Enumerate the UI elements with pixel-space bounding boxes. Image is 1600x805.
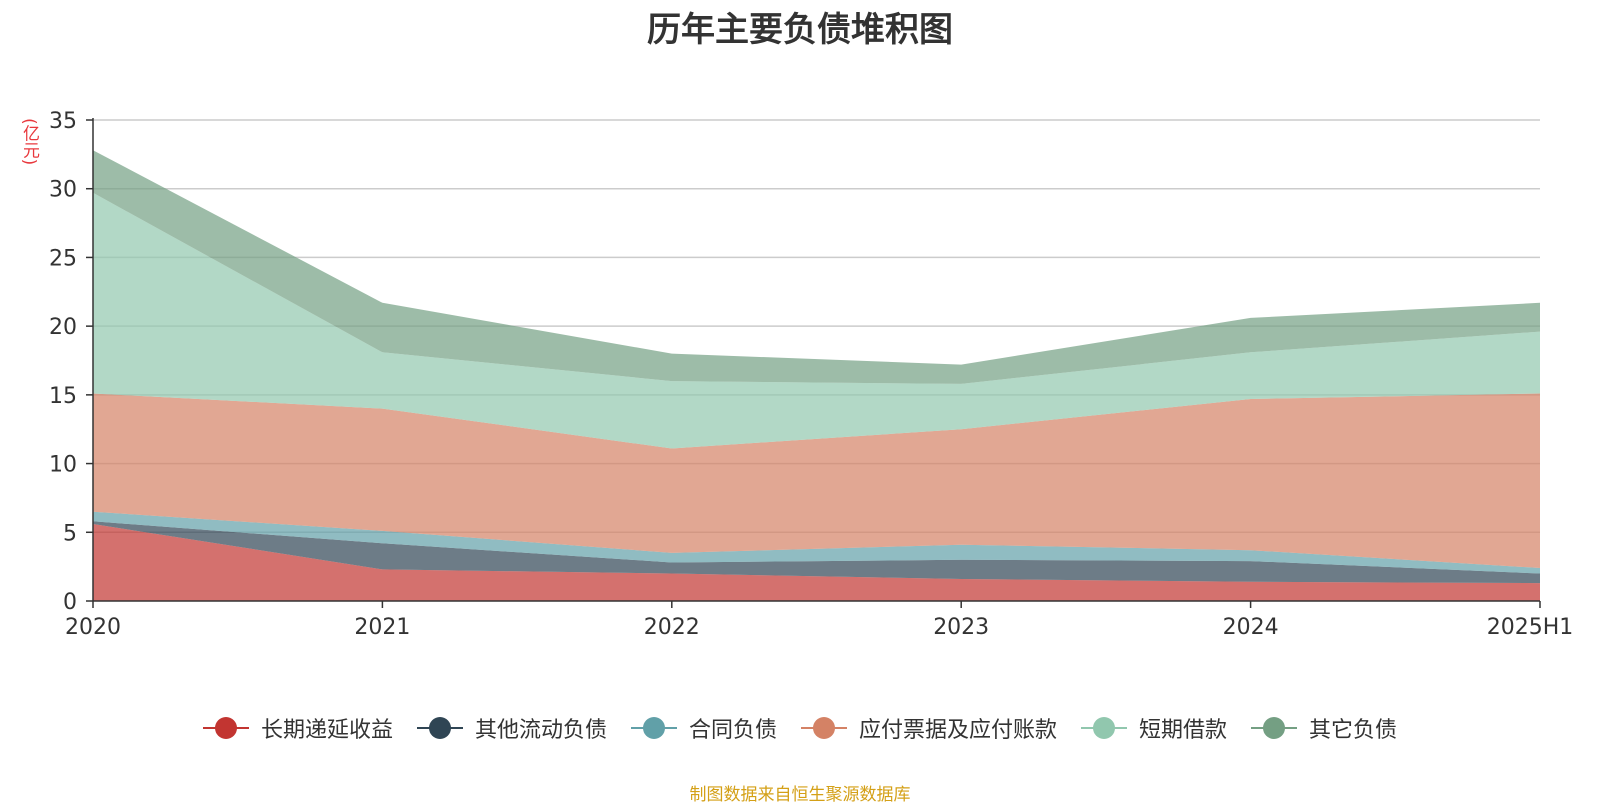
y-axis-unit-label: (亿元) xyxy=(19,118,39,166)
legend-label-1: 其他流动负债 xyxy=(474,718,607,743)
chart-title: 历年主要负债堆积图 xyxy=(647,10,953,50)
legend-marker-2 xyxy=(630,716,677,740)
legend-item-5[interactable]: 其它负债 xyxy=(1251,712,1397,744)
legend-marker-3 xyxy=(801,716,847,740)
y-tick-label-6: 30 xyxy=(49,178,77,203)
legend-label-2: 合同负债 xyxy=(688,718,777,743)
x-tick-label-3: 2023 xyxy=(933,615,989,640)
source-note: 制图数据来自恒生聚源数据库 xyxy=(689,785,911,805)
legend-item-2[interactable]: 合同负债 xyxy=(630,712,777,744)
series-area-4 xyxy=(93,192,1540,449)
series-area-0 xyxy=(93,524,1540,601)
series-area-1 xyxy=(93,521,1540,584)
legend-marker-5 xyxy=(1251,716,1298,740)
series-area-2 xyxy=(93,511,1540,574)
legend-marker-1 xyxy=(416,716,463,740)
legend-label-3: 应付票据及应付账款 xyxy=(859,718,1058,743)
axes xyxy=(86,118,1541,608)
area-series xyxy=(93,150,1540,601)
y-tick-label-7: 35 xyxy=(49,109,77,134)
y-tick-label-1: 5 xyxy=(63,521,77,546)
legend-marker-0 xyxy=(202,716,249,740)
legend-label-0: 长期递延收益 xyxy=(260,718,393,743)
y-tick-label-3: 15 xyxy=(49,384,77,409)
x-tick-label-0: 2020 xyxy=(65,615,121,640)
legend-item-4[interactable]: 短期借款 xyxy=(1081,712,1227,744)
x-tick-label-1: 2021 xyxy=(354,615,410,640)
y-tick-label-0: 0 xyxy=(63,590,77,615)
tick-labels: 0 5 10 15 20 25 30 35 2020 2021 2022 2023 2024 2025H1 xyxy=(49,109,1573,640)
y-tick-label-5: 25 xyxy=(49,246,77,271)
legend-marker-4 xyxy=(1081,716,1128,740)
x-tick-label-2: 2022 xyxy=(644,615,700,640)
stacked-area-chart: 0 5 10 15 20 25 30 35 2020 2021 2022 2023 2024 2025H1 xyxy=(49,109,1573,640)
legend: 长期递延收益 其他流动负债 合同负债 应付票据及应付账款 短期借款 其它负债 xyxy=(0,712,1600,744)
legend-label-5: 其它负债 xyxy=(1309,718,1398,743)
series-area-3 xyxy=(93,393,1540,568)
x-tick-label-5: 2025H1 xyxy=(1487,615,1574,640)
y-tick-label-2: 10 xyxy=(49,453,77,478)
x-tick-label-4: 2024 xyxy=(1223,615,1279,640)
y-tick-label-4: 20 xyxy=(49,315,77,340)
legend-item-0[interactable]: 长期递延收益 xyxy=(202,712,393,744)
series-area-5 xyxy=(93,150,1540,384)
legend-label-4: 短期借款 xyxy=(1139,718,1228,743)
legend-item-1[interactable]: 其他流动负债 xyxy=(416,712,607,744)
legend-item-3[interactable]: 应付票据及应付账款 xyxy=(801,712,1057,744)
